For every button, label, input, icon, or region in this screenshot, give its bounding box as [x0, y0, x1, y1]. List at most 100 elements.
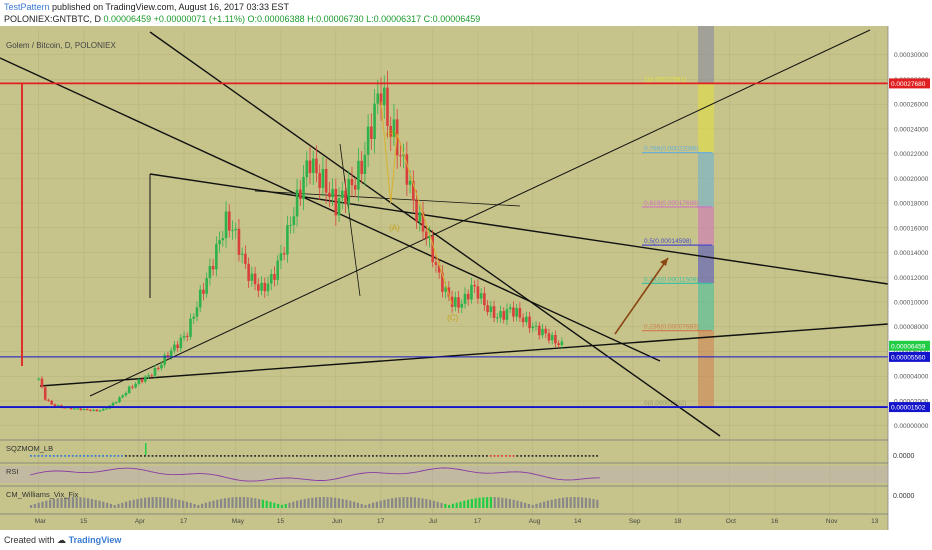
wvf-bar [527, 503, 530, 508]
time-axis[interactable]: Mar 15 Apr 17 May 15 Jun 17 Jul 17 Aug 14 Sep 18 Oct 16… [35, 518, 879, 525]
sqz-dot [448, 455, 450, 457]
wvf-bar [318, 497, 321, 508]
wvf-bar [125, 501, 128, 508]
price-tag-label: 0.00001502 [891, 405, 926, 412]
wvf-bar [132, 499, 135, 508]
time-tick-label: 15 [277, 518, 285, 525]
sqz-dot [311, 455, 313, 457]
sqz-dot [543, 455, 545, 457]
sqz-dot [121, 455, 123, 457]
sqz-dot [467, 455, 469, 457]
wvf-bar [387, 498, 390, 508]
wvf-bar [375, 501, 378, 508]
sqz-dot [497, 455, 500, 457]
sqz-dot [569, 455, 572, 457]
ohlc-values: O:0.00006388 H:0.00006730 L:0.00006317 C… [247, 14, 481, 24]
wvf-bar [326, 497, 329, 508]
time-tick-label: 14 [574, 518, 582, 525]
wvf-bar [577, 497, 580, 508]
candle-body [463, 293, 467, 304]
price-tick-label: 0.00004000 [894, 374, 929, 381]
sqz-dot [52, 455, 55, 457]
sqz-dot [296, 455, 298, 457]
sqz-dot [584, 455, 587, 457]
candle-body [412, 180, 415, 201]
candle-body [444, 287, 447, 292]
horizontal-lines[interactable] [0, 82, 888, 408]
time-tick-label: 17 [474, 518, 482, 525]
fib-level-label: 0.618(0.00017688) [644, 200, 699, 207]
sqz-dot [155, 455, 158, 457]
wvf-bar [277, 503, 280, 508]
sqz-dot [163, 455, 165, 457]
wvf-bar [201, 503, 204, 508]
trend-lines[interactable] [0, 29, 889, 437]
sqz-dot [33, 455, 36, 457]
williams-vix-value: 0.0000 [893, 493, 915, 500]
wvf-bar [185, 501, 188, 508]
wvf-bar [520, 501, 523, 508]
author-link[interactable]: TestPattern [4, 2, 50, 12]
wvf-bar [52, 498, 55, 508]
candle-body [392, 119, 396, 138]
wvf-bar [546, 500, 549, 508]
sqz-dot [41, 455, 44, 457]
sqz-dot [463, 455, 465, 457]
wvf-bar [296, 500, 299, 508]
sqz-dot [288, 455, 291, 457]
wvf-bar [75, 497, 78, 508]
wvf-bar [227, 497, 230, 508]
candle-body [195, 307, 199, 317]
wvf-bar [178, 499, 181, 508]
fib-zone [698, 206, 714, 246]
candle-body [518, 308, 522, 318]
candle-body [166, 355, 170, 357]
candle-body [147, 375, 150, 377]
candle-body [189, 318, 192, 337]
chart-canvas[interactable]: 1(0.00027661) 0.786(0.00022086) 0.618(0.00… [0, 26, 932, 530]
wvf-bar [558, 498, 561, 508]
candle-body [489, 306, 493, 313]
candle-body [253, 273, 257, 285]
wvf-bar [524, 502, 527, 508]
candle-body [366, 126, 370, 155]
sqz-dot [512, 455, 515, 457]
wvf-bar [49, 499, 52, 508]
candle-body [69, 407, 73, 410]
rsi-label: RSI [6, 467, 19, 476]
wvf-bar [235, 497, 238, 508]
wvf-bar [413, 497, 416, 508]
candle-body [537, 325, 541, 336]
sqz-dot [197, 455, 199, 457]
sqz-dot [318, 455, 321, 457]
fib-level-label: 0(0.00001502) [644, 400, 686, 407]
candle-body [279, 253, 283, 261]
wvf-bar [250, 497, 253, 508]
candle-body [85, 408, 89, 410]
candle-body [434, 262, 438, 265]
candle-body [244, 253, 247, 264]
sqz-dot [440, 455, 443, 457]
candle-body [360, 160, 363, 174]
sqz-dot [102, 455, 104, 457]
sqz-dot [277, 455, 279, 457]
price-axis[interactable]: 0.000300000.000280000.000260000.00024000… [887, 26, 932, 530]
sqz-dot [588, 455, 591, 457]
candle-body [263, 282, 267, 292]
price-tag [889, 78, 930, 89]
sqz-dot [413, 455, 416, 457]
candle-body [318, 173, 321, 188]
tradingview-brand[interactable]: TradingView [68, 535, 122, 545]
sqz-dot [451, 455, 454, 457]
fib-level-label: 0.786(0.00022086) [644, 146, 699, 153]
sqz-dot [459, 455, 462, 457]
candle-body [492, 306, 496, 319]
wvf-bar [372, 502, 375, 508]
wvf-bar [406, 497, 409, 508]
wvf-bar [334, 497, 337, 508]
fib-retracement[interactable]: 1(0.00027661) 0.786(0.00022086) 0.618(0.00… [642, 26, 714, 408]
candle-body [137, 379, 141, 384]
time-tick-label: 17 [180, 518, 188, 525]
wvf-bar [463, 500, 466, 508]
wvf-bar [292, 501, 295, 508]
